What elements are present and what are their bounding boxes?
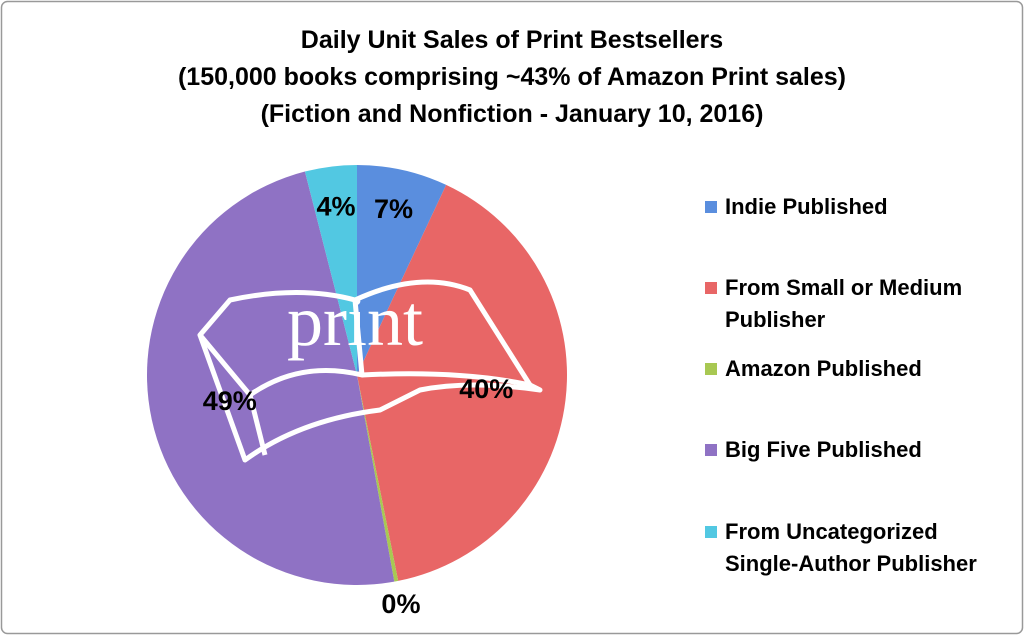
data-label: 0% bbox=[381, 589, 420, 619]
legend-label: From Uncategorized Single-Author Publish… bbox=[725, 519, 977, 576]
chart-subtitle: (150,000 books comprising ~43% of Amazon… bbox=[178, 63, 846, 91]
watermark-text: print bbox=[287, 281, 423, 361]
data-label: 49% bbox=[203, 386, 257, 416]
legend-label: Big Five Published bbox=[725, 437, 922, 462]
legend-swatch bbox=[705, 282, 717, 294]
legend-swatch bbox=[705, 526, 717, 538]
legend-label: Amazon Published bbox=[725, 356, 922, 381]
legend-label: From Small or Medium Publisher bbox=[725, 275, 963, 332]
legend-label: Indie Published bbox=[725, 194, 888, 219]
legend-swatch bbox=[705, 201, 717, 213]
pie-slice bbox=[146, 171, 395, 586]
data-label: 40% bbox=[459, 374, 513, 404]
pie-slice bbox=[357, 165, 447, 375]
legend-swatch bbox=[705, 444, 717, 456]
legend-swatch bbox=[705, 363, 717, 375]
watermark-book bbox=[197, 279, 543, 463]
pie-slice bbox=[304, 165, 357, 375]
chart-subtitle: (Fiction and Nonfiction - January 10, 20… bbox=[261, 100, 764, 128]
chart-title: Daily Unit Sales of Print Bestsellers bbox=[301, 26, 723, 54]
data-labels: 7% 40% 0% 49% 4% bbox=[203, 191, 514, 619]
pie-slice bbox=[357, 375, 399, 582]
data-label: 4% bbox=[316, 191, 355, 221]
data-label: 7% bbox=[374, 194, 413, 224]
